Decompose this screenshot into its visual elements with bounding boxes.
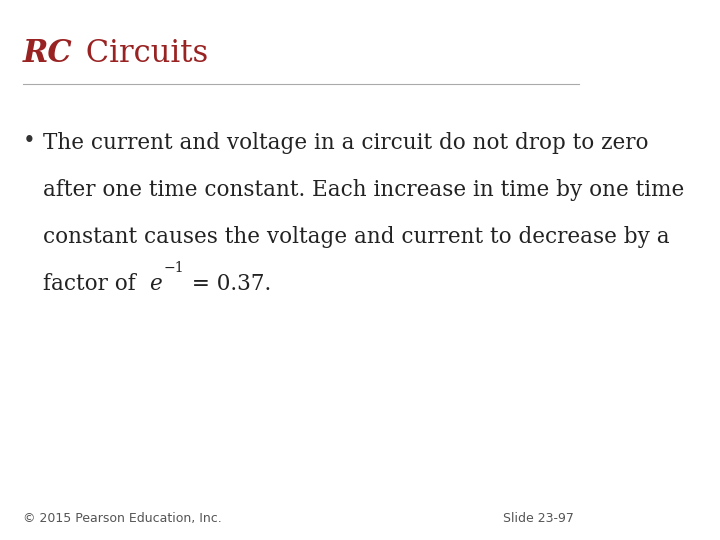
Text: e: e: [150, 273, 162, 295]
Text: Slide 23-97: Slide 23-97: [503, 512, 574, 525]
Text: •: •: [22, 130, 35, 152]
Text: © 2015 Pearson Education, Inc.: © 2015 Pearson Education, Inc.: [22, 512, 222, 525]
Text: after one time constant. Each increase in time by one time: after one time constant. Each increase i…: [43, 179, 684, 201]
Text: The current and voltage in a circuit do not drop to zero: The current and voltage in a circuit do …: [43, 132, 649, 154]
Text: RC: RC: [22, 38, 72, 69]
Text: −1: −1: [163, 261, 184, 275]
Text: constant causes the voltage and current to decrease by a: constant causes the voltage and current …: [43, 226, 670, 248]
Text: Circuits: Circuits: [76, 38, 208, 69]
Text: factor of: factor of: [43, 273, 143, 295]
Text: = 0.37.: = 0.37.: [185, 273, 271, 295]
